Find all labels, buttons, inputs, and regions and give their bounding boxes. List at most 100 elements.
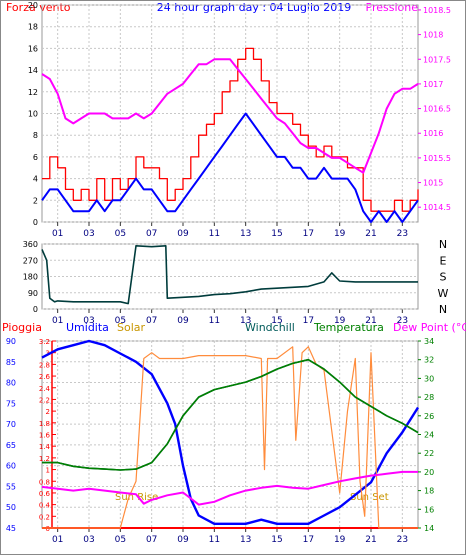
panel-wind-xtick-label: 07 — [146, 229, 157, 239]
wind-ytick-label: 10 — [28, 110, 38, 119]
wind-ytick-label: 2 — [33, 196, 38, 205]
pressure-ytick-label: 1017 — [423, 80, 443, 89]
panel-climate-xtick-label: 15 — [271, 535, 282, 545]
pressure-ytick-label: 1015 — [423, 179, 443, 188]
temp-ytick-label: 18 — [424, 487, 434, 496]
sun-set-label: Sun Set — [350, 492, 389, 503]
wind-ytick-label: 14 — [28, 66, 38, 75]
rain-ytick-label: 2 — [46, 408, 50, 416]
solar-series-line — [42, 346, 418, 529]
temp-ytick-label: 24 — [424, 431, 434, 440]
compass-label: N — [439, 238, 447, 251]
rain-ytick-label: 1.2 — [39, 455, 50, 463]
pressure-ytick-label: 1016.5 — [423, 105, 451, 114]
wind-strength-label: Forza vento — [6, 1, 71, 14]
panel-wind-xtick-label: 15 — [271, 229, 282, 239]
sun-rise-label: Sun Rise — [115, 492, 158, 503]
humidity-ytick-label: 75 — [6, 399, 16, 408]
pressure-ytick-label: 1015.5 — [423, 154, 451, 163]
rain-ytick-label: 1.4 — [39, 443, 51, 451]
panel-climate-xtick-label: 17 — [303, 535, 314, 545]
humidity-ytick-label: 70 — [6, 420, 16, 429]
legend-dewpoint: Dew Point (°C) — [393, 321, 466, 334]
panel-climate-xtick-label: 07 — [146, 535, 157, 545]
compass-label: W — [438, 287, 449, 300]
rain-ytick-label: 0.2 — [39, 513, 50, 521]
rain-ytick-label: 2.8 — [39, 361, 50, 369]
panel-wind-xtick-label: 13 — [240, 229, 251, 239]
humidity-ytick-label: 45 — [6, 524, 16, 533]
compass-label: N — [439, 303, 447, 316]
wind-ytick-label: 12 — [28, 88, 38, 97]
panel-wind-xtick-label: 01 — [52, 229, 63, 239]
panel-wind-xtick-label: 09 — [177, 229, 189, 239]
humidity-ytick-label: 55 — [6, 482, 16, 491]
humidity-series-line — [41, 339, 420, 525]
panel-wind-xtick-label: 21 — [365, 229, 376, 239]
legend-rain: Pioggia — [2, 321, 42, 334]
panel-direction-xtick-label: 21 — [365, 316, 376, 326]
panel-climate-xtick-label: 19 — [334, 535, 346, 545]
gust-series-line — [41, 112, 419, 223]
temp-ytick-label: 16 — [424, 505, 434, 514]
panel-wind-xtick-label: 05 — [115, 229, 126, 239]
wind-ytick-label: 8 — [33, 131, 38, 140]
panel-climate-xtick-label: 23 — [397, 535, 408, 545]
panel-climate-xtick-label: 09 — [177, 535, 189, 545]
legend-temperature: Temperatura — [313, 321, 384, 334]
humidity-ytick-label: 80 — [6, 379, 16, 388]
direction-ytick-label: 0 — [33, 305, 38, 314]
panel-wind-xtick-label: 11 — [209, 229, 220, 239]
direction-ytick-label: 90 — [28, 289, 38, 298]
wind-series-line — [42, 47, 419, 212]
rain-ytick-label: 0.8 — [39, 478, 50, 486]
temp-ytick-label: 34 — [424, 337, 434, 346]
panel-direction-xtick-label: 19 — [334, 316, 346, 326]
temp-ytick-label: 32 — [424, 356, 434, 365]
wind-ytick-label: 18 — [28, 23, 38, 32]
pressure-label: Pressione — [366, 1, 419, 14]
panel-climate-xtick-label: 13 — [240, 535, 251, 545]
rain-ytick-label: 0.6 — [39, 490, 51, 498]
panel-direction-xtick-label: 09 — [177, 316, 189, 326]
panel-climate-xtick-label: 01 — [52, 535, 63, 545]
pressure-ytick-label: 1018 — [423, 31, 443, 40]
compass-label: S — [440, 271, 447, 284]
compass-label: E — [440, 254, 447, 267]
panel-climate-xtick-label: 11 — [209, 535, 220, 545]
humidity-ytick-label: 85 — [6, 358, 16, 367]
direction-ytick-label: 360 — [23, 240, 38, 249]
legend-humidity: Umidita — [66, 321, 109, 334]
direction-ytick-label: 270 — [23, 256, 38, 265]
panel-wind-xtick-label: 19 — [334, 229, 346, 239]
panel-climate-xtick-label: 05 — [115, 535, 126, 545]
panel-direction-xtick-label: 05 — [115, 316, 126, 326]
legend-solar: Solar — [117, 321, 146, 334]
temp-ytick-label: 20 — [424, 468, 434, 477]
wind-ytick-label: 4 — [33, 175, 38, 184]
panel-climate-xtick-label: 21 — [365, 535, 376, 545]
temp-ytick-label: 30 — [424, 374, 434, 383]
panel-direction-xtick-label: 13 — [240, 316, 251, 326]
panel-climate-xtick-label: 03 — [83, 535, 94, 545]
temp-ytick-label: 14 — [424, 524, 434, 533]
panel-wind-xtick-label: 17 — [303, 229, 314, 239]
temp-ytick-label: 26 — [424, 412, 434, 421]
panel-direction-xtick-label: 07 — [146, 316, 157, 326]
panel-direction-xtick-label: 01 — [52, 316, 63, 326]
legend-windchill: Windchill — [245, 321, 295, 334]
panel-direction-xtick-label: 11 — [209, 316, 220, 326]
humidity-ytick-label: 65 — [6, 441, 16, 450]
rain-ytick-label: 1 — [46, 467, 50, 475]
rain-ytick-label: 3.2 — [39, 338, 50, 346]
panel-direction-xtick-label: 23 — [397, 316, 408, 326]
rain-ytick-label: 2.4 — [39, 385, 51, 393]
pressure-ytick-label: 1018.5 — [423, 6, 451, 15]
wind-ytick-label: 6 — [33, 153, 38, 162]
direction-ytick-label: 180 — [23, 273, 38, 282]
rain-ytick-label: 1.8 — [39, 420, 50, 428]
temp-ytick-label: 22 — [424, 449, 434, 458]
